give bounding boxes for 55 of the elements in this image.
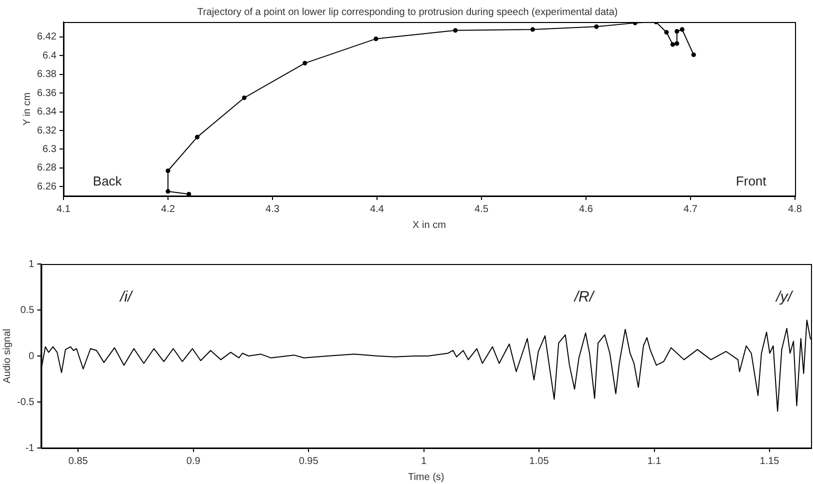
point <box>594 24 599 29</box>
y-tick-label: 6.3 <box>42 144 57 155</box>
x-tick-label: 1 <box>421 456 428 467</box>
chart-title: Trajectory of a point on lower lip corresponding to protrusion during speech (experimental data) <box>197 6 618 18</box>
x-tick-label: 4.2 <box>161 204 176 215</box>
x-tick-label: 4.6 <box>579 204 594 215</box>
x-tick-label: 4.1 <box>56 204 71 215</box>
point <box>166 168 170 174</box>
y-tick-label: 6.26 <box>36 181 57 192</box>
point <box>530 27 535 32</box>
annotation: Back <box>92 174 122 189</box>
x-tick-label: 0.95 <box>298 456 319 467</box>
y-tick-label: 6.28 <box>36 162 57 174</box>
y-tick-label: 1 <box>28 258 35 270</box>
y-tick-label: 6.4 <box>42 50 57 62</box>
point <box>674 29 680 34</box>
x-tick-label: 1.15 <box>760 456 780 467</box>
y-tick-label: 6.32 <box>36 125 57 136</box>
annotation: /R/ <box>573 288 596 306</box>
annotation: Front <box>736 174 767 189</box>
point <box>374 36 378 42</box>
point <box>166 189 170 194</box>
point <box>242 95 247 100</box>
annotation: /i/ <box>119 288 134 306</box>
y-tick-label: -1 <box>25 442 35 454</box>
point <box>194 134 200 140</box>
y-tick-label: 6.36 <box>36 88 57 99</box>
y-axis-title: Audio signal <box>2 328 13 384</box>
point <box>674 41 680 46</box>
x-axis-title: Time (s) <box>408 472 444 483</box>
annotation: /y/ <box>775 288 794 306</box>
x-axis-title: X in cm <box>412 220 446 231</box>
y-tick-label: -0.5 <box>16 396 35 408</box>
y-tick-label: 0 <box>28 350 35 362</box>
x-tick-label: 4.8 <box>788 204 802 215</box>
point <box>680 27 684 32</box>
point <box>302 60 308 66</box>
point <box>670 42 676 47</box>
y-axis-title: Y in cm <box>22 92 33 126</box>
x-tick-label: 1.1 <box>647 456 662 467</box>
x-tick-label: 0.85 <box>68 456 88 467</box>
point <box>453 28 458 33</box>
x-tick-label: 4.5 <box>474 204 489 215</box>
x-tick-label: 0.9 <box>186 456 201 467</box>
y-tick-label: 6.42 <box>36 32 57 43</box>
x-tick-label: 4.4 <box>370 204 384 215</box>
point <box>691 52 696 58</box>
x-tick-label: 4.7 <box>684 204 698 215</box>
x-tick-label: 4.3 <box>266 204 280 215</box>
y-tick-label: 6.38 <box>36 69 57 80</box>
y-tick-label: 6.34 <box>36 106 57 118</box>
x-tick-label: 1.05 <box>529 456 550 467</box>
point <box>664 30 669 35</box>
point <box>186 192 192 196</box>
y-tick-label: 0.5 <box>20 304 35 316</box>
